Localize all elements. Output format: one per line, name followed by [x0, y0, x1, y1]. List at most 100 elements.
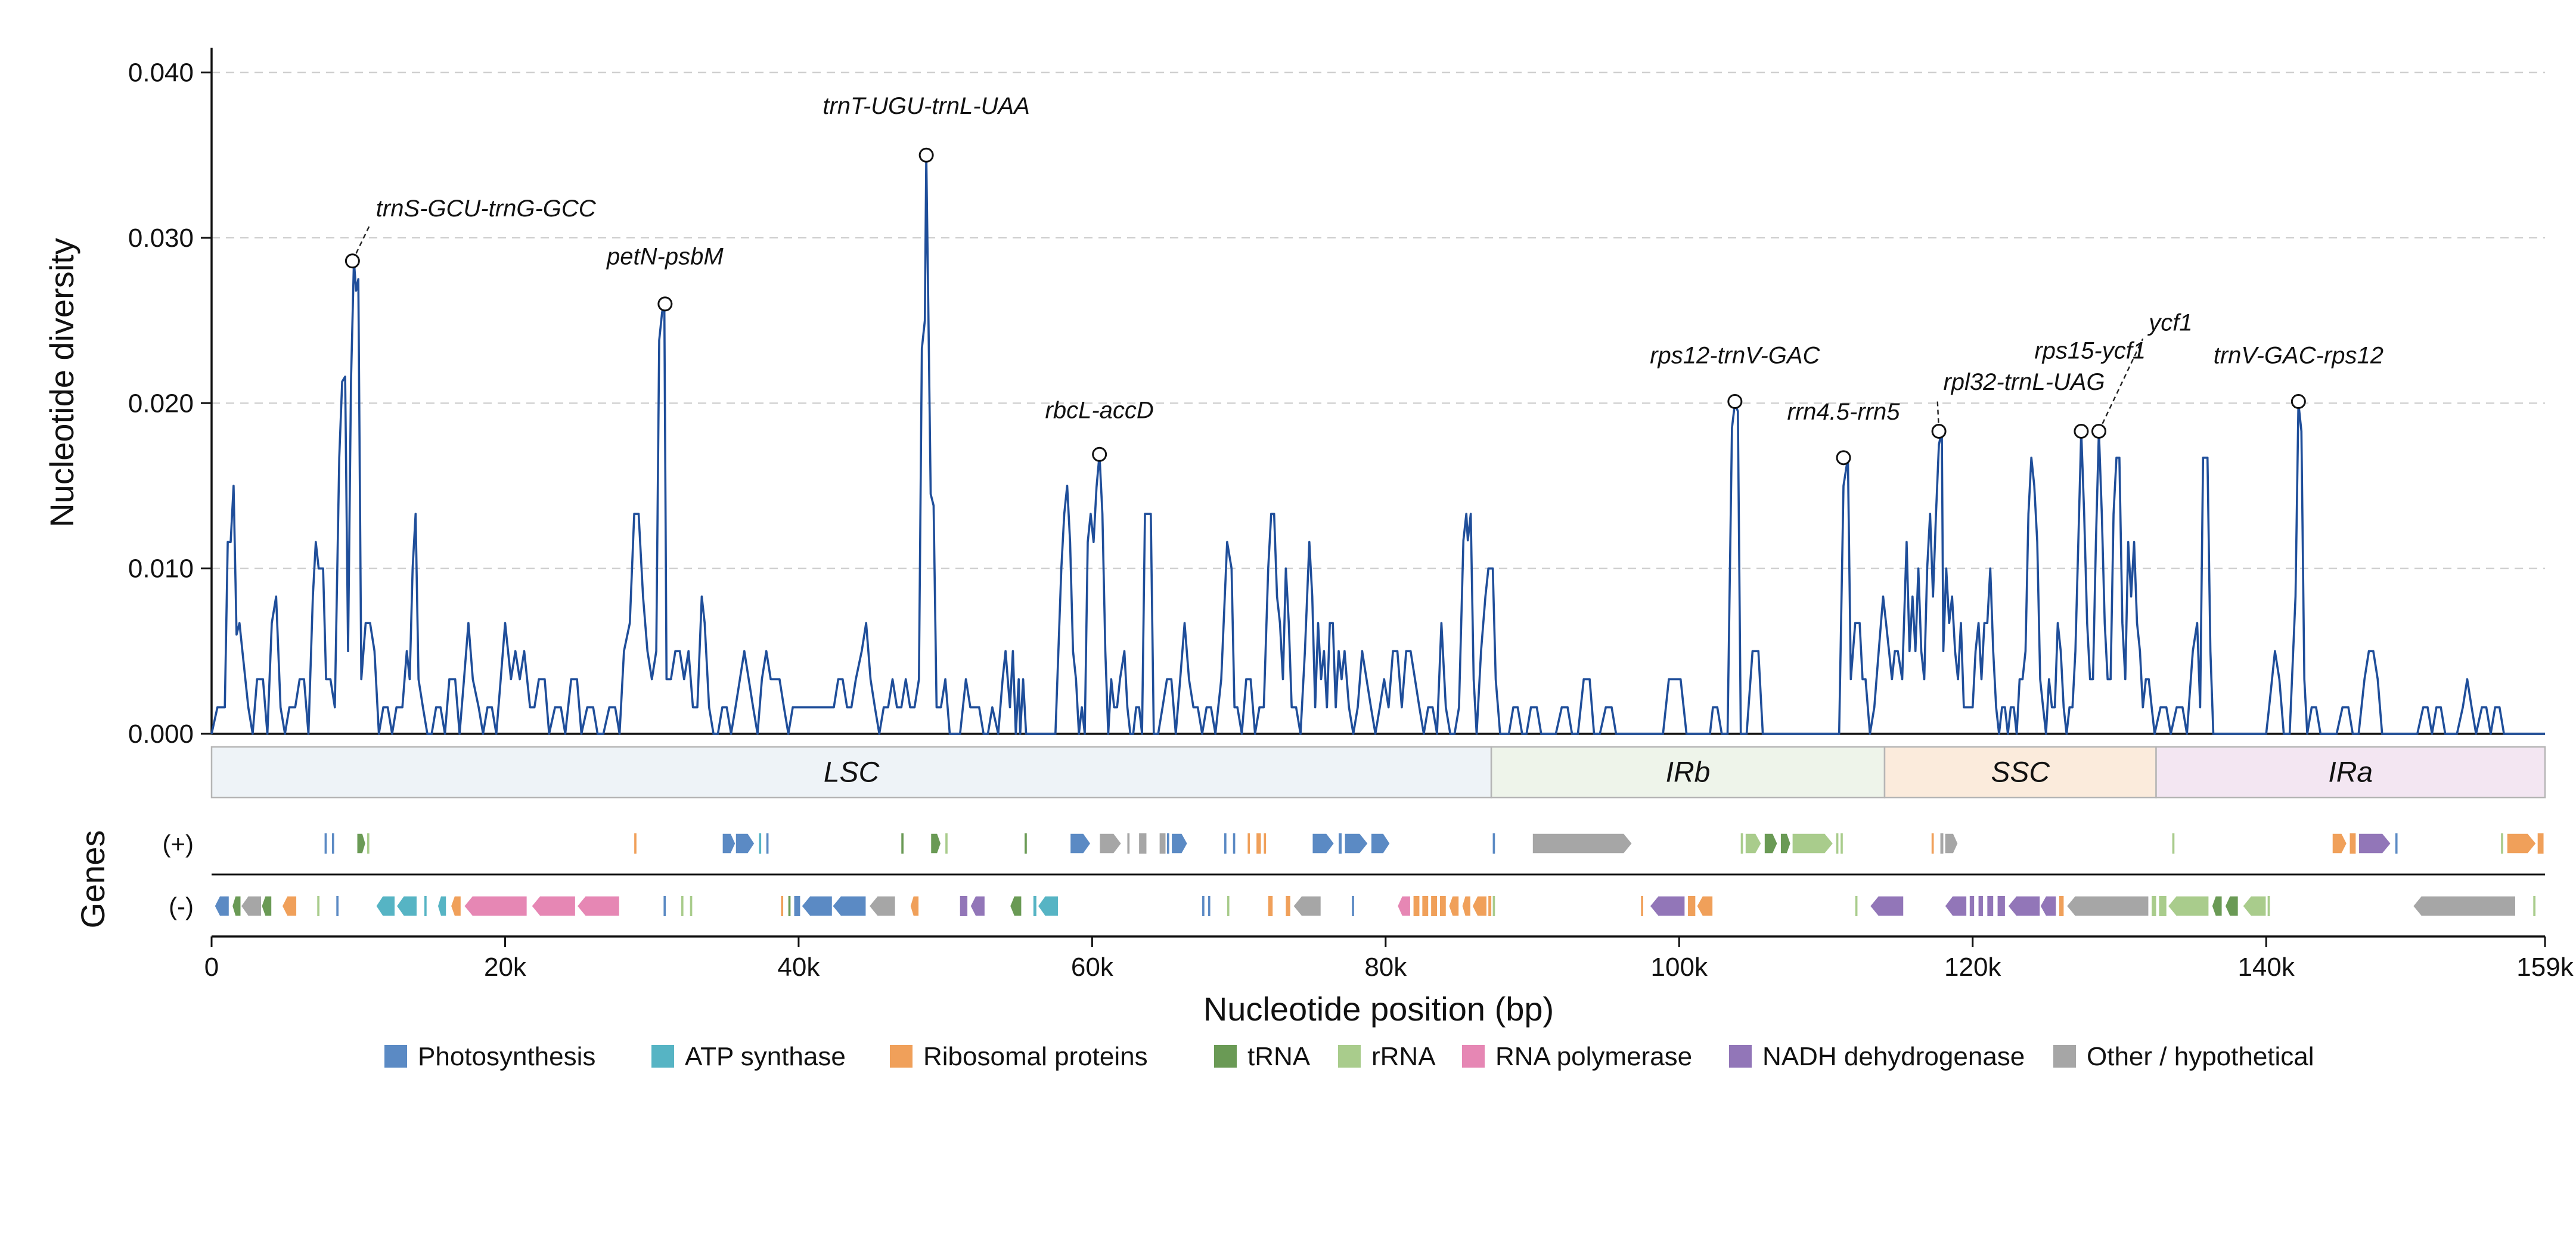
gene-feature [1649, 895, 1686, 917]
genes-axis-title: Genes [74, 830, 111, 929]
gene-feature [1159, 833, 1166, 854]
y-tick-label: 0.010 [128, 554, 194, 584]
gene-feature [2059, 896, 2064, 916]
gene-feature [424, 896, 427, 916]
legend-swatch [2053, 1045, 2076, 1068]
gene-feature [945, 833, 948, 854]
gene-feature [2412, 895, 2516, 917]
gene-feature [2537, 833, 2544, 854]
x-axis: 0 20k 40k 60k 80k 100k 120k 140k 159k [204, 935, 2574, 982]
gene-feature [463, 895, 528, 917]
gene-feature [1740, 833, 1743, 854]
gene-feature [281, 895, 297, 917]
gene-feature [910, 895, 920, 917]
region-label: SSC [1991, 757, 2050, 789]
peak-marker [2091, 423, 2106, 439]
gene-feature [1944, 833, 1959, 854]
gene-feature [1940, 833, 1944, 854]
gene-feature [2395, 833, 2398, 854]
gene-feature [324, 833, 327, 854]
gene-feature [1780, 833, 1792, 854]
peak-marker [1092, 446, 1107, 462]
legend-swatch [1338, 1045, 1361, 1068]
gene-feature [2224, 895, 2239, 917]
peak-label: rrn4.5-rrn5 [1787, 399, 1901, 425]
gene-feature [1037, 895, 1059, 917]
gene-feature [960, 896, 968, 916]
genome-regions: LSC IRb SSC IRa [210, 746, 2546, 799]
gene-feature [930, 833, 942, 854]
gene-feature [868, 895, 896, 917]
gene-feature [331, 833, 334, 854]
gene-feature [1025, 833, 1027, 854]
legend-label: Ribosomal proteins [923, 1042, 1148, 1071]
gene-feature [1997, 896, 2005, 916]
gene-feature [1413, 896, 1420, 916]
gene-feature [530, 895, 576, 917]
gene-feature [317, 896, 319, 916]
gene-feature [901, 833, 904, 854]
gene-feature [1488, 896, 1492, 916]
gene-feature [2159, 896, 2167, 916]
gene-feature [1344, 833, 1369, 854]
peak-marker [918, 147, 934, 163]
peak-leader-line [352, 224, 371, 262]
peak-label: rps15-ycf1 [2034, 337, 2146, 364]
gene-feature [690, 896, 693, 916]
gene-feature [1264, 833, 1267, 854]
legend-swatch [1729, 1045, 1752, 1068]
x-axis-title: Nucleotide position (bp) [1203, 990, 1554, 1028]
gene-feature [2040, 895, 2057, 917]
gene-feature [1448, 895, 1460, 917]
gene-feature [2358, 833, 2392, 854]
gene-feature [1869, 895, 1904, 917]
gene-feature [2506, 833, 2537, 854]
gene-feature [437, 895, 447, 917]
peak-leader-line [1936, 398, 1940, 432]
x-tick-label: 100k [1651, 953, 1708, 982]
gene-feature [634, 833, 637, 854]
gene-feature [240, 895, 262, 917]
region-ira [2155, 746, 2546, 799]
gene-feature [2066, 895, 2149, 917]
peak-label: ycf1 [2147, 309, 2192, 336]
gene-feature [2350, 833, 2356, 854]
gene-feature [2242, 895, 2267, 917]
gene-feature [1352, 896, 1354, 916]
peak-marker [2074, 423, 2089, 439]
gene-feature [1532, 833, 1633, 854]
y-axis-title: Nucleotide diversity [43, 238, 80, 528]
gene-feature [722, 833, 736, 854]
gene-feature [1969, 896, 1975, 916]
peak-marker [2291, 394, 2306, 410]
gene-feature [1098, 833, 1122, 854]
series-line-0 [210, 154, 2545, 735]
gene-feature [1202, 896, 1205, 916]
gene-feature [970, 895, 986, 917]
diversity-line [210, 154, 2545, 735]
gene-feature [794, 896, 800, 916]
x-tick-label: 140k [2237, 953, 2295, 982]
gene-feature [1256, 833, 1261, 854]
gene-feature [1855, 896, 1858, 916]
y-axis-ticks: 0.000 0.010 0.020 0.030 0.040 [128, 58, 212, 749]
x-tick-label: 80k [1364, 953, 1407, 982]
gene-feature [1292, 895, 1322, 917]
x-tick-label: 120k [1944, 953, 2001, 982]
gene-feature [781, 896, 784, 916]
gene-feature [336, 896, 339, 916]
gene-feature [1268, 896, 1273, 916]
gene-feature [450, 895, 462, 917]
gene-feature [1127, 833, 1130, 854]
gene-feature [1931, 833, 1934, 854]
gene-feature [2172, 833, 2175, 854]
legend-label: rRNA [1371, 1042, 1436, 1071]
peak-marker [1727, 394, 1743, 410]
legend-swatch [651, 1045, 674, 1068]
gene-feature [1339, 833, 1342, 854]
gene-feature [1009, 895, 1022, 917]
gene-feature [831, 895, 867, 917]
x-tick-label: 60k [1071, 953, 1114, 982]
peak-marker [344, 253, 360, 269]
gene-feature [1247, 833, 1250, 854]
